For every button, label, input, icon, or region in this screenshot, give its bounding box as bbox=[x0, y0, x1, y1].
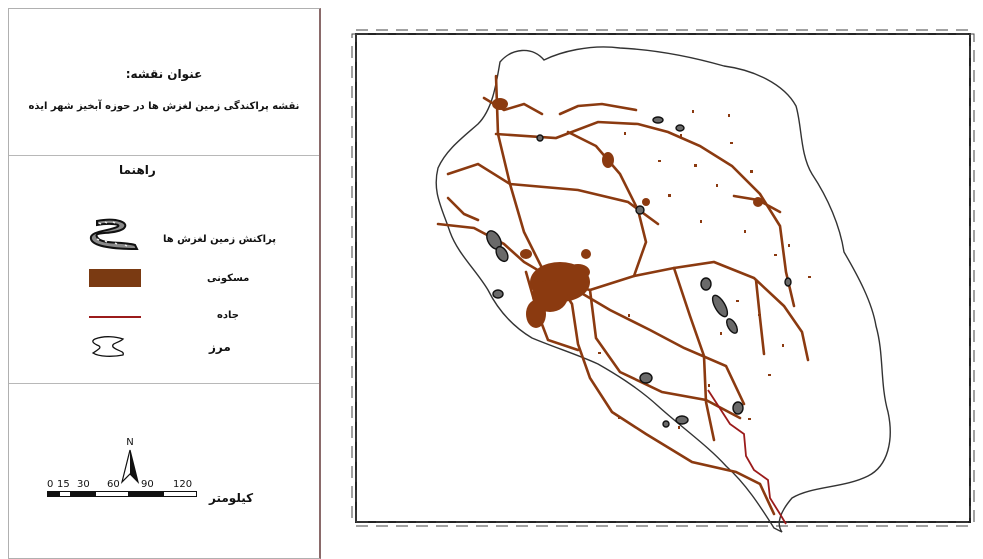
road-line-icon bbox=[89, 316, 141, 318]
scale-tick-120: 120 bbox=[173, 479, 193, 490]
boundary-outline-icon bbox=[91, 336, 125, 357]
legend-heading: راهنما bbox=[119, 163, 156, 177]
legend-label-residential: مسکونی bbox=[207, 273, 250, 284]
scale-tick-60: 60 bbox=[107, 479, 120, 490]
legend-label-boundary: مرز bbox=[209, 340, 231, 354]
scale-bar: 0 15 30 60 90 120 bbox=[47, 479, 197, 507]
scale-tick-30: 30 bbox=[77, 479, 90, 490]
scale-tick-15: 15 bbox=[57, 479, 70, 490]
scattered-settlements bbox=[598, 110, 811, 429]
north-arrow-icon: N bbox=[115, 437, 145, 485]
map-neatline bbox=[355, 33, 971, 523]
residential-fill-icon bbox=[89, 269, 141, 287]
map-title-heading: عنوان نقشه: bbox=[125, 67, 203, 81]
legend-label-landslides: پراکنش زمین لغزش ها bbox=[163, 234, 277, 245]
legend-section: راهنما پراکنش زمین لغزش ها مسکونی جاده م… bbox=[9, 155, 319, 384]
main-road bbox=[707, 389, 787, 525]
scale-tick-90: 90 bbox=[141, 479, 154, 490]
map-frame bbox=[351, 29, 975, 533]
scale-section: N 0 15 30 60 90 120 کیلومتر bbox=[9, 383, 319, 558]
scale-tick-0: 0 bbox=[47, 479, 54, 490]
map-title-text: نقشه پراکندگی زمین لغزش ها در حوزه آبخیز… bbox=[28, 101, 300, 112]
watershed-boundary bbox=[435, 46, 891, 533]
graticule-bottom bbox=[355, 521, 971, 527]
graticule-left bbox=[351, 33, 357, 523]
landslide-polygons bbox=[486, 116, 792, 428]
map-layout-panel: عنوان نقشه: نقشه پراکندگی زمین لغزش ها د… bbox=[8, 8, 321, 559]
residential-areas bbox=[492, 98, 763, 328]
north-label: N bbox=[126, 437, 134, 448]
graticule-right bbox=[969, 33, 975, 523]
landslide-symbol-icon bbox=[89, 218, 139, 251]
graticule-top bbox=[355, 29, 971, 35]
scale-unit-label: کیلومتر bbox=[209, 491, 254, 505]
legend-label-road: جاده bbox=[217, 310, 239, 321]
title-section: عنوان نقشه: نقشه پراکندگی زمین لغزش ها د… bbox=[9, 9, 319, 156]
